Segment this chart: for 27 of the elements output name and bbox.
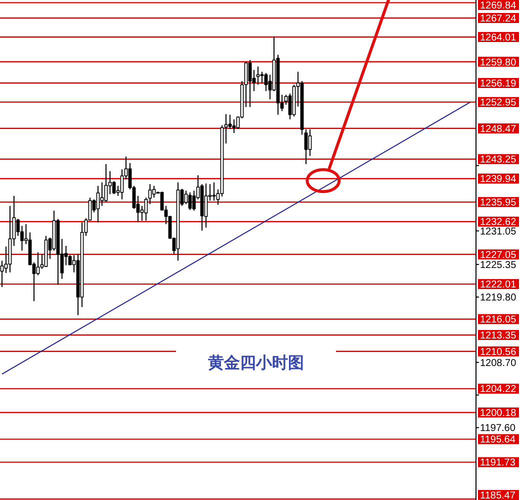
ref-line-label: 1227.05: [480, 250, 517, 261]
ref-line-label: 1252.95: [480, 98, 517, 109]
ref-line-label: 1235.95: [480, 198, 517, 209]
ref-line-label: 1239.94: [480, 174, 517, 186]
ref-line-label: 1222.01: [480, 280, 517, 291]
y-tick-label: 1231.05: [480, 226, 517, 238]
ref-line-label: 1195.64: [480, 434, 516, 446]
ref-line-label: 1267.24: [480, 14, 517, 24]
ref-line-label: 1216.05: [480, 314, 517, 326]
ref-line-label: 1213.35: [480, 330, 517, 342]
ref-line-label: 1204.22: [480, 384, 517, 396]
y-tick-label: 1219.80: [480, 292, 517, 304]
ref-line-label: 1232.62: [480, 217, 517, 228]
y-tick-label: 1225.35: [480, 260, 517, 271]
ref-line-label: 1259.80: [480, 57, 517, 68]
ref-line-label: 1191.73: [480, 458, 516, 469]
annotation: 黄金四小时图: [207, 353, 304, 372]
y-tick-label: 1208.70: [480, 358, 517, 369]
ref-line-label: 1256.19: [480, 78, 517, 90]
ref-line-label: 1269.84: [480, 0, 517, 12]
ref-line-label: 1200.18: [480, 408, 517, 419]
ref-line-label: 1185.47: [480, 490, 516, 500]
ref-line-label: 1264.01: [480, 32, 517, 44]
ref-line-label: 1210.56: [480, 346, 517, 358]
ref-line-label: 1248.47: [480, 124, 517, 135]
ref-line-label: 1243.25: [480, 154, 517, 166]
y-tick-label: 1197.60: [480, 423, 516, 434]
